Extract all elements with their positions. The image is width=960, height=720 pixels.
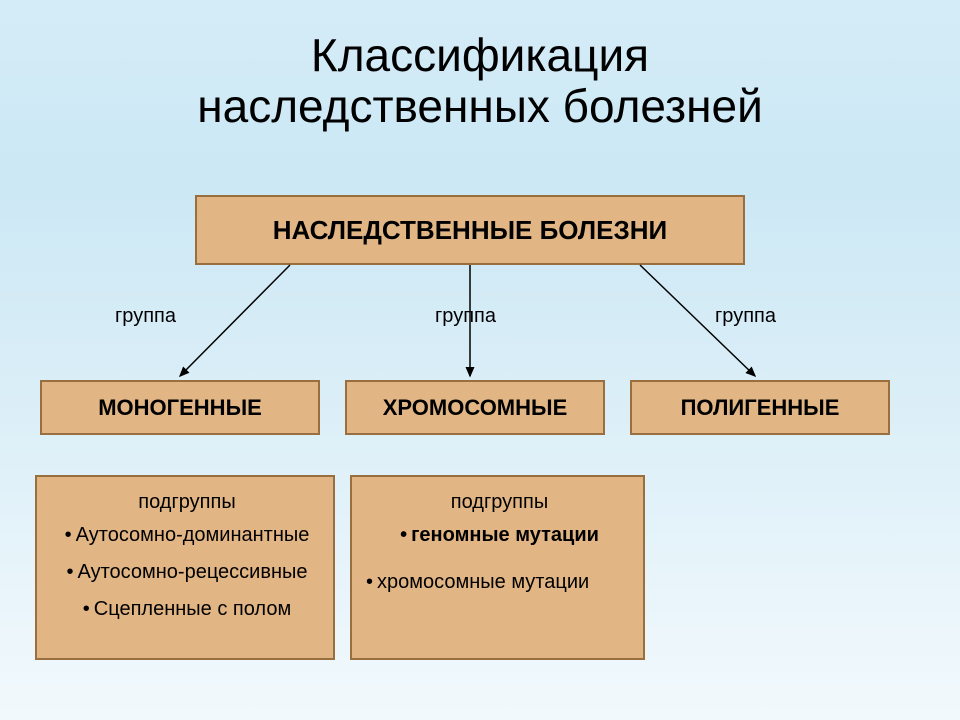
arrow-to-g1: [180, 265, 290, 376]
subgroup-box-1: подгруппы Аутосомно-доминантные Аутосомн…: [35, 475, 335, 660]
group-1-label: МОНОГЕННЫЕ: [98, 395, 262, 421]
subgroup-2-item-2: хромосомные мутации: [366, 571, 633, 594]
subgroup-1-title: подгруппы: [51, 491, 323, 514]
subgroup-box-2: подгруппы геномные мутации хромосомные м…: [350, 475, 645, 660]
group-2-label: ХРОМОСОМНЫЕ: [383, 395, 568, 421]
group-label-1: группа: [115, 305, 176, 328]
subgroup-1-item-1: Аутосомно-доминантные: [51, 524, 323, 547]
group-3-label: ПОЛИГЕННЫЕ: [681, 395, 840, 421]
root-node: НАСЛЕДСТВЕННЫЕ БОЛЕЗНИ: [195, 195, 745, 265]
subgroup-1-item-2: Аутосомно-рецессивные: [51, 561, 323, 584]
group-node-polygenic: ПОЛИГЕННЫЕ: [630, 380, 890, 435]
group-label-2: группа: [435, 305, 496, 328]
subgroup-1-item-3: Сцепленные с полом: [51, 598, 323, 621]
root-label: НАСЛЕДСТВЕННЫЕ БОЛЕЗНИ: [273, 215, 667, 246]
group-node-monogenic: МОНОГЕННЫЕ: [40, 380, 320, 435]
slide-title: Классификация наследственных болезней: [0, 0, 960, 131]
group-label-3: группа: [715, 305, 776, 328]
title-line-2: наследственных болезней: [197, 80, 763, 132]
subgroup-2-title: подгруппы: [366, 491, 633, 514]
group-node-chromosomal: ХРОМОСОМНЫЕ: [345, 380, 605, 435]
title-line-1: Классификация: [311, 29, 649, 81]
subgroup-2-item-1: геномные мутации: [366, 524, 633, 547]
